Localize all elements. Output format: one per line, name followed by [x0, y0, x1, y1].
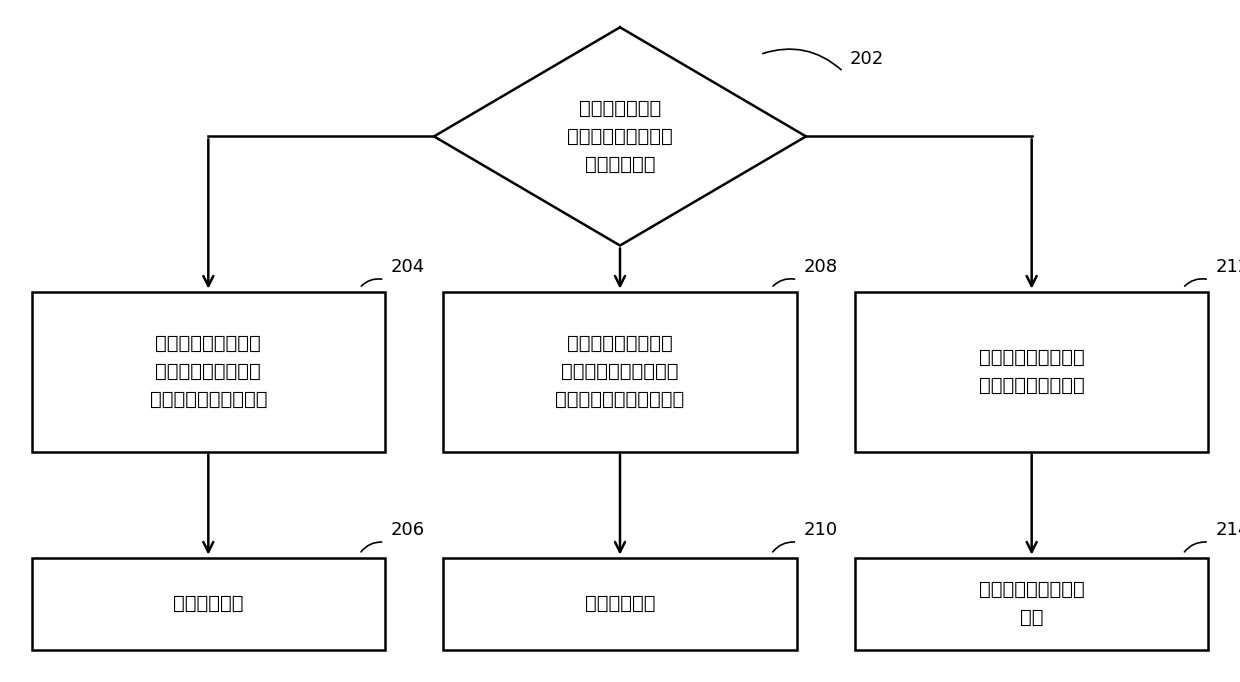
Text: 清理净化模块: 清理净化模块 — [174, 594, 243, 613]
Text: 空气质量值大于第一
预设空气质量值且小
于第二预设空气质量值: 空气质量值大于第一 预设空气质量值且小 于第二预设空气质量值 — [150, 334, 267, 409]
Text: 匹配室外新风的
空气质量值和新风装
置的清理程序: 匹配室外新风的 空气质量值和新风装 置的清理程序 — [567, 99, 673, 174]
Text: 206: 206 — [391, 521, 425, 539]
Bar — [32, 558, 384, 649]
Text: 空气质量值大于等于
第三预设空气质量值: 空气质量值大于等于 第三预设空气质量值 — [978, 349, 1085, 395]
Bar — [444, 292, 797, 451]
Bar — [32, 292, 384, 451]
Text: 208: 208 — [804, 258, 838, 276]
Bar — [856, 292, 1208, 451]
Text: 212: 212 — [1215, 258, 1240, 276]
Text: 清理过滤模块: 清理过滤模块 — [585, 594, 655, 613]
Text: 202: 202 — [849, 50, 884, 68]
Text: 210: 210 — [804, 521, 838, 539]
Text: 204: 204 — [391, 258, 425, 276]
Text: 空气质量值大于等于
第二预设空气质量值且
小于第三预设空气质量值: 空气质量值大于等于 第二预设空气质量值且 小于第三预设空气质量值 — [556, 334, 684, 409]
Bar — [856, 558, 1208, 649]
Text: 清理净化模块和过滤
模块: 清理净化模块和过滤 模块 — [978, 580, 1085, 627]
Bar — [444, 558, 797, 649]
Text: 214: 214 — [1215, 521, 1240, 539]
